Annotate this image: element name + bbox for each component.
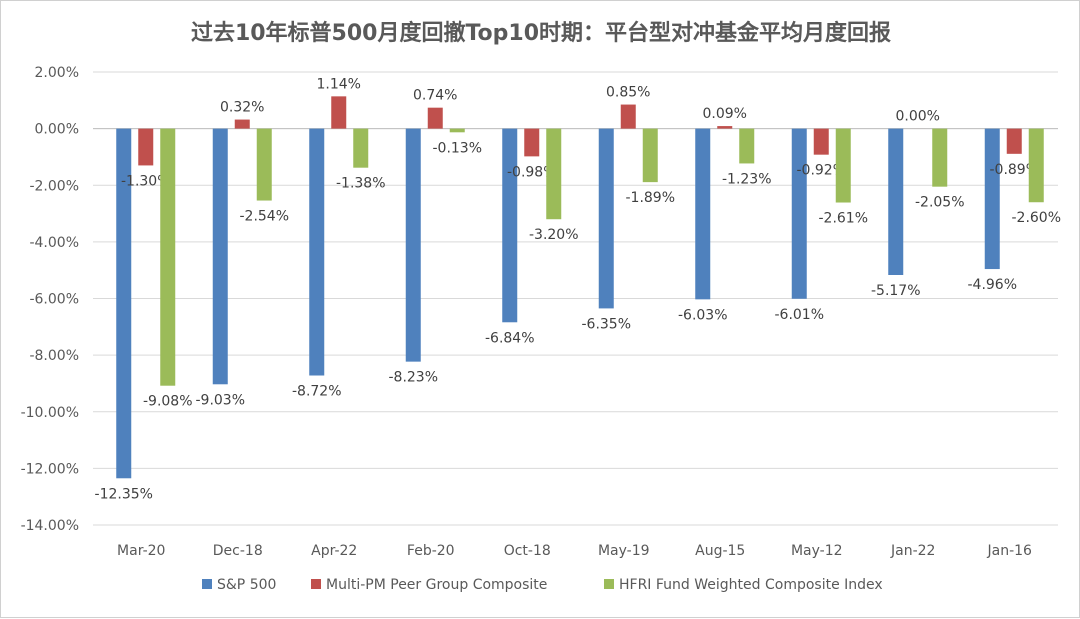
x-tick-label: Jan-22 (890, 543, 935, 559)
bar (888, 129, 903, 275)
data-label: 0.85% (606, 85, 650, 101)
data-label: -0.13% (432, 140, 482, 156)
y-tick-label: -14.00% (21, 518, 79, 534)
data-label: -1.89% (625, 190, 675, 206)
legend-label: HFRI Fund Weighted Composite Index (619, 577, 883, 593)
data-label: -1.38% (336, 176, 386, 192)
data-label: -8.23% (388, 370, 438, 386)
bar (524, 129, 539, 157)
x-tick-label: Jan-16 (987, 543, 1033, 559)
legend-swatch (202, 579, 212, 589)
bar (138, 129, 153, 166)
y-tick-label: -4.00% (29, 235, 79, 251)
x-tick-label: Dec-18 (213, 543, 263, 559)
data-label: -9.03% (195, 392, 245, 408)
data-label: 0.09% (703, 106, 747, 122)
data-label: -2.54% (239, 209, 289, 225)
bar (502, 129, 517, 323)
data-label: -6.84% (485, 330, 535, 346)
bar (406, 129, 421, 362)
bar (792, 129, 807, 299)
bar (160, 129, 175, 386)
data-label: -1.23% (722, 171, 772, 187)
data-label: -4.96% (967, 277, 1017, 293)
data-label: -6.35% (581, 316, 631, 332)
data-label: 1.14% (317, 76, 361, 92)
x-tick-label: Aug-15 (695, 543, 745, 559)
y-tick-label: -6.00% (29, 292, 79, 308)
x-tick-label: Feb-20 (407, 543, 455, 559)
data-label: -12.35% (95, 486, 153, 502)
x-tick-label: May-12 (791, 543, 843, 559)
data-label: 0.32% (220, 100, 264, 116)
bar (353, 129, 368, 168)
bar (643, 129, 658, 183)
data-label: 0.00% (896, 109, 940, 125)
y-tick-label: -8.00% (29, 348, 79, 364)
data-label: -6.01% (774, 307, 824, 323)
bar (599, 129, 614, 309)
data-label: -2.05% (915, 195, 965, 211)
bar (621, 105, 636, 129)
bar (739, 129, 754, 164)
bar (1007, 129, 1022, 154)
bar (1029, 129, 1044, 203)
bar (428, 108, 443, 129)
y-tick-label: 0.00% (35, 122, 79, 138)
bar (546, 129, 561, 220)
x-tick-label: Mar-20 (117, 543, 165, 559)
data-label: -9.08% (143, 394, 193, 410)
bar (309, 129, 324, 376)
data-label: -2.60% (1011, 210, 1061, 226)
x-tick-label: Apr-22 (311, 543, 357, 559)
legend-swatch (311, 579, 321, 589)
bar (985, 129, 1000, 269)
legend-swatch (604, 579, 614, 589)
y-tick-label: -10.00% (21, 405, 79, 421)
legend-label: Multi-PM Peer Group Composite (326, 577, 547, 593)
bar (213, 129, 228, 385)
y-tick-label: 2.00% (35, 65, 79, 81)
bar (836, 129, 851, 203)
y-tick-label: -2.00% (29, 178, 79, 194)
data-label: -8.72% (292, 384, 342, 400)
x-tick-label: May-19 (598, 543, 650, 559)
bar (814, 129, 829, 155)
data-label: -2.61% (818, 211, 868, 227)
bar (450, 129, 465, 133)
data-label: -3.20% (529, 227, 579, 243)
bar (695, 129, 710, 300)
bar (235, 120, 250, 129)
bar (717, 126, 732, 129)
x-tick-label: Oct-18 (504, 543, 551, 559)
bar (331, 96, 346, 128)
data-label: -5.17% (871, 283, 921, 299)
bar (932, 129, 947, 187)
y-tick-label: -12.00% (21, 461, 79, 477)
data-label: 0.74% (413, 88, 457, 104)
legend-label: S&P 500 (217, 577, 276, 593)
data-label: -6.03% (678, 307, 728, 323)
bar (257, 129, 272, 201)
